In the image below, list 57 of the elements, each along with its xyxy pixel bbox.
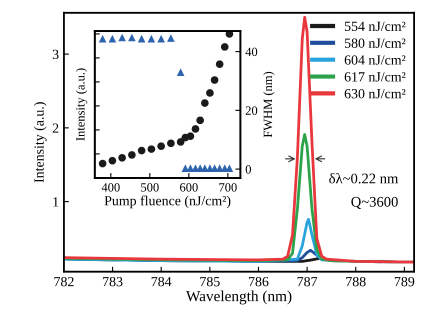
- y-tick-label: 1: [53, 197, 58, 206]
- x-tick-label: 788: [346, 276, 366, 286]
- legend-label: 554 nJ/cm²: [344, 22, 406, 31]
- legend-label: 617 nJ/cm²: [344, 72, 406, 82]
- point: [108, 34, 116, 42]
- x-tick-label: 786: [248, 276, 268, 286]
- point: [128, 34, 136, 42]
- point: [186, 132, 194, 140]
- y-axis-title: Intensity (a.u.): [76, 68, 88, 141]
- point: [201, 99, 209, 107]
- point: [176, 68, 184, 76]
- x-tick-label: 784: [152, 276, 172, 286]
- point: [196, 116, 204, 124]
- point: [157, 142, 165, 150]
- point: [210, 76, 218, 84]
- y-axis-title: FWHM (nm): [263, 72, 275, 138]
- y-tick-label: 20: [246, 106, 258, 115]
- point: [138, 34, 146, 42]
- point: [167, 34, 175, 42]
- y-tick-label: 40: [245, 48, 258, 56]
- y-tick-label: 3: [52, 50, 59, 60]
- point: [192, 125, 200, 133]
- annotation: δλ~0.22 nm: [329, 173, 398, 184]
- point: [118, 154, 126, 162]
- x-tick-label: 782: [54, 276, 74, 286]
- point: [167, 140, 175, 148]
- annotation: Q~3600: [351, 196, 398, 209]
- x-tick-label: 500: [141, 183, 159, 192]
- point: [128, 151, 136, 159]
- point: [148, 145, 156, 153]
- point: [206, 89, 214, 97]
- legend-label: 604 nJ/cm²: [344, 55, 406, 65]
- point: [148, 34, 156, 42]
- legend-label: 580 nJ/cm²: [344, 38, 406, 48]
- x-axis-title: Wavelength (nm): [186, 290, 292, 304]
- y-axis-title: Intensity (a.u.): [34, 102, 47, 182]
- point: [220, 43, 229, 51]
- point: [176, 138, 184, 146]
- point: [157, 34, 165, 42]
- x-tick-label: 400: [102, 183, 120, 192]
- legend-label: 630 nJ/cm²: [344, 89, 406, 98]
- line-series: [64, 16, 414, 264]
- y-tick-label: 0: [246, 165, 251, 174]
- point: [108, 156, 116, 164]
- point: [216, 60, 224, 68]
- point: [138, 146, 146, 154]
- x-tick-label: 600: [180, 183, 198, 192]
- x-tick-label: 787: [298, 276, 318, 286]
- y-tick-label: 2: [52, 123, 58, 133]
- point: [98, 160, 106, 168]
- x-axis-title: Pump fluence (nJ/cm²): [104, 196, 230, 208]
- x-tick-label: 783: [103, 276, 122, 286]
- point: [98, 34, 106, 42]
- x-tick-label: 785: [200, 276, 220, 286]
- point: [118, 34, 126, 42]
- x-tick-label: 789: [394, 276, 414, 286]
- x-tick-label: 700: [219, 183, 237, 192]
